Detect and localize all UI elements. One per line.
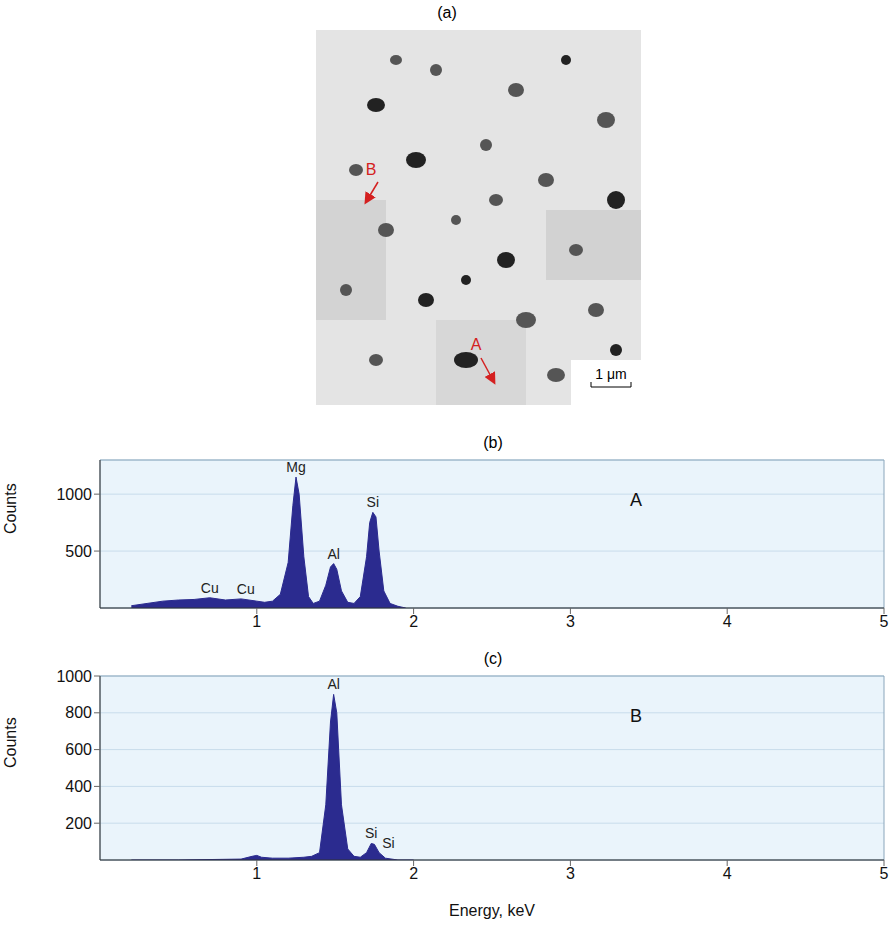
svg-text:500: 500 <box>65 543 92 560</box>
svg-text:200: 200 <box>65 815 92 832</box>
svg-text:1000: 1000 <box>56 668 92 685</box>
svg-text:5: 5 <box>880 613 889 630</box>
svg-text:2: 2 <box>409 865 418 882</box>
svg-text:5: 5 <box>880 865 889 882</box>
svg-text:3: 3 <box>566 613 575 630</box>
svg-text:1 μm: 1 μm <box>595 366 626 382</box>
html-text:(c): (c) <box>483 650 503 667</box>
svg-text:Counts: Counts <box>2 717 19 768</box>
html-text:B: B <box>630 706 642 726</box>
html-text:(b): (b) <box>483 434 503 451</box>
svg-text:Si: Si <box>367 494 379 510</box>
svg-text:Al: Al <box>327 546 339 562</box>
svg-text:Cu: Cu <box>237 581 255 597</box>
svg-text:Cu: Cu <box>201 580 219 596</box>
svg-text:1: 1 <box>252 865 261 882</box>
html-text:A: A <box>630 490 642 510</box>
svg-text:4: 4 <box>723 865 732 882</box>
svg-text:B: B <box>366 161 377 178</box>
svg-text:400: 400 <box>65 778 92 795</box>
html-text:(a): (a) <box>437 4 457 21</box>
svg-text:Counts: Counts <box>2 483 19 534</box>
svg-text:1: 1 <box>252 613 261 630</box>
svg-text:Energy, keV: Energy, keV <box>449 902 535 919</box>
svg-text:3: 3 <box>566 865 575 882</box>
svg-text:800: 800 <box>65 704 92 721</box>
svg-text:1000: 1000 <box>56 486 92 503</box>
svg-text:Mg: Mg <box>286 459 305 475</box>
svg-text:Si: Si <box>382 835 394 851</box>
svg-text:600: 600 <box>65 741 92 758</box>
svg-text:4: 4 <box>723 613 732 630</box>
svg-text:A: A <box>471 336 482 353</box>
svg-text:Al: Al <box>327 676 339 692</box>
svg-text:Si: Si <box>365 825 377 841</box>
svg-text:2: 2 <box>409 613 418 630</box>
